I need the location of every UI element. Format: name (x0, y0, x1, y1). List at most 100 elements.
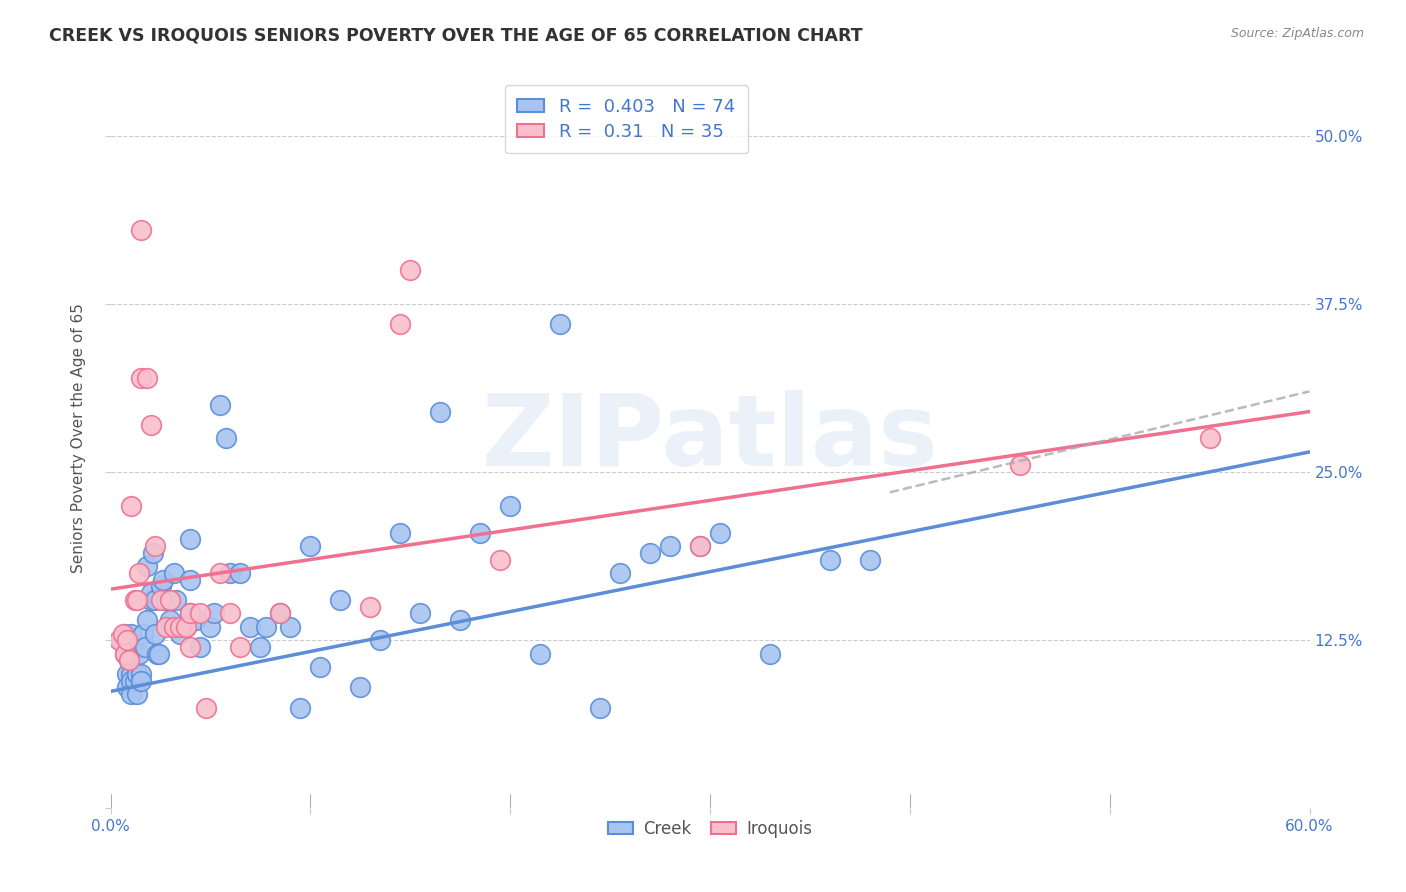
Point (689, 539, 711, 553)
Point (115, 681, 138, 695)
Point (389, 525, 412, 540)
Text: Source: ZipAtlas.com: Source: ZipAtlas.com (1230, 27, 1364, 40)
Point (139, 593, 162, 607)
Point (659, 539, 682, 553)
Point (117, 653, 139, 667)
Point (759, 647, 782, 661)
Point (368, 633, 391, 648)
Point (179, 607, 201, 621)
Point (163, 620, 186, 634)
Point (114, 647, 136, 661)
Point (359, 599, 381, 614)
Point (176, 620, 198, 634)
Point (120, 687, 142, 701)
Point (115, 667, 138, 681)
Point (269, 607, 291, 621)
Point (115, 633, 138, 648)
Point (254, 620, 277, 634)
Point (139, 586, 162, 600)
Point (389, 317, 412, 331)
Point (141, 546, 163, 560)
Point (176, 620, 198, 634)
Point (155, 593, 177, 607)
Point (204, 607, 226, 621)
Point (129, 667, 152, 681)
Point (179, 533, 201, 547)
Point (159, 593, 181, 607)
Point (135, 613, 157, 627)
Point (190, 640, 212, 654)
Point (163, 566, 186, 580)
Point (125, 667, 148, 681)
Point (111, 626, 134, 640)
Point (200, 620, 222, 634)
Point (429, 404, 451, 418)
Point (155, 620, 177, 634)
Point (149, 579, 172, 593)
Point (818, 552, 841, 566)
Point (229, 640, 252, 654)
Point (143, 593, 166, 607)
Point (449, 613, 471, 627)
Point (219, 566, 242, 580)
Point (269, 607, 291, 621)
Point (179, 607, 201, 621)
Text: CREEK VS IROQUOIS SENIORS POVERTY OVER THE AGE OF 65 CORRELATION CHART: CREEK VS IROQUOIS SENIORS POVERTY OVER T… (49, 27, 863, 45)
Point (139, 417, 162, 432)
Point (120, 673, 142, 688)
Point (135, 371, 157, 385)
Point (124, 673, 146, 688)
Point (169, 620, 191, 634)
Point (129, 371, 152, 385)
Point (859, 552, 882, 566)
Point (1198, 432, 1220, 446)
Point (131, 626, 153, 640)
Point (129, 673, 152, 688)
Point (166, 593, 188, 607)
Point (169, 626, 191, 640)
Point (114, 647, 136, 661)
Point (152, 573, 174, 587)
Point (125, 593, 148, 607)
Point (124, 593, 146, 607)
Point (120, 626, 142, 640)
Point (349, 681, 371, 695)
Point (209, 566, 232, 580)
Point (128, 647, 150, 661)
Point (689, 539, 711, 553)
Point (1008, 458, 1031, 473)
Point (186, 613, 208, 627)
Point (215, 432, 238, 446)
Point (129, 223, 152, 237)
Point (149, 593, 172, 607)
Point (159, 613, 181, 627)
Point (145, 647, 167, 661)
Point (190, 607, 212, 621)
Point (329, 593, 352, 607)
Point (120, 499, 142, 513)
Point (399, 263, 422, 277)
Point (709, 525, 731, 540)
Point (299, 539, 322, 553)
Point (120, 667, 142, 681)
Point (219, 607, 242, 621)
Point (638, 546, 661, 560)
Point (128, 566, 150, 580)
Y-axis label: Seniors Poverty Over the Age of 65: Seniors Poverty Over the Age of 65 (72, 303, 86, 574)
Point (609, 566, 631, 580)
Point (239, 620, 262, 634)
Point (229, 566, 252, 580)
Point (470, 525, 492, 540)
Point (548, 317, 571, 331)
Point (589, 700, 612, 714)
Point (290, 700, 312, 714)
Point (195, 700, 218, 714)
Point (179, 640, 201, 654)
Point (110, 633, 132, 648)
Point (148, 647, 170, 661)
Point (499, 499, 522, 513)
Point (409, 607, 432, 621)
Point (143, 539, 166, 553)
Point (117, 653, 139, 667)
Point (179, 573, 201, 587)
